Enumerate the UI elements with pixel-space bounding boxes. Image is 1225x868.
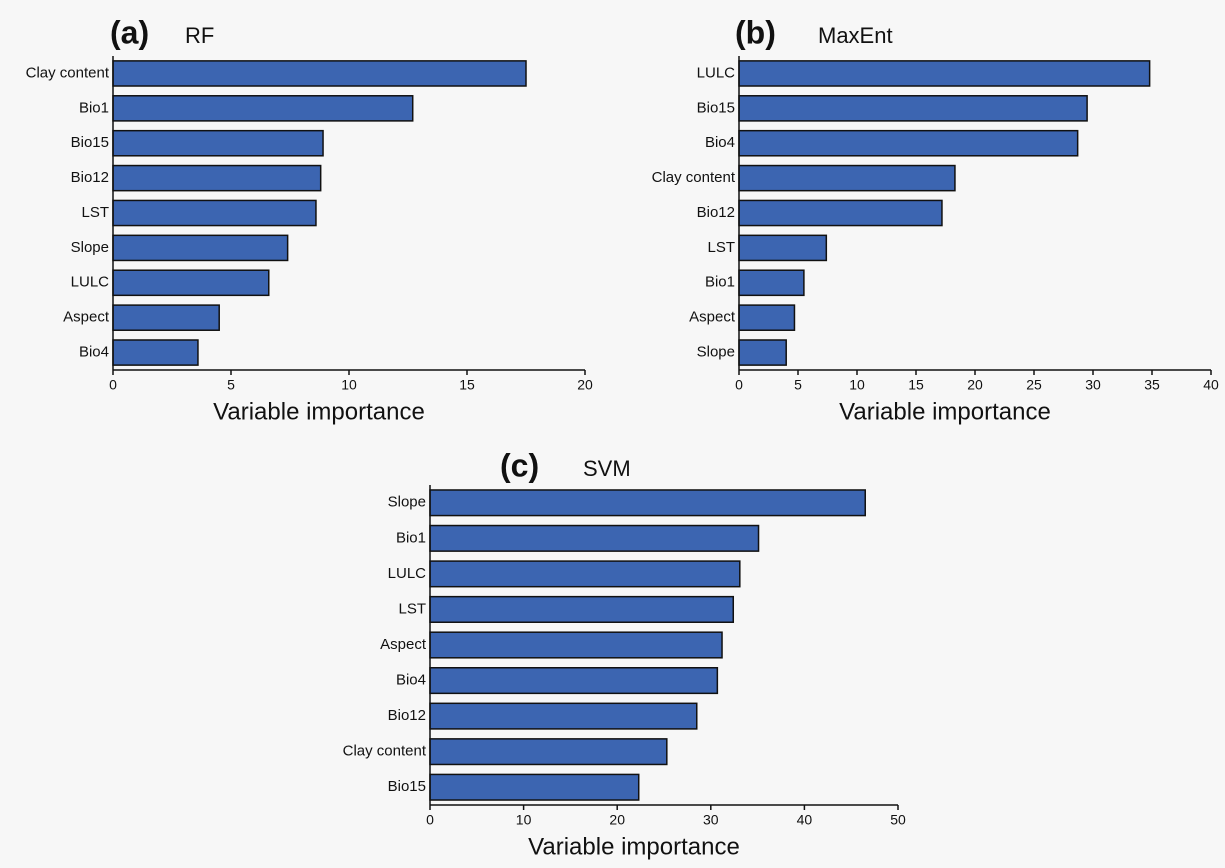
y-tick-label: Slope xyxy=(388,494,426,511)
x-axis-label: Variable importance xyxy=(213,398,425,425)
bar xyxy=(738,339,787,366)
bar xyxy=(738,60,1151,87)
x-tick-label: 15 xyxy=(908,377,924,393)
panel-label: (c) xyxy=(500,447,539,483)
panel-label: (b) xyxy=(735,14,776,50)
x-tick-label: 40 xyxy=(1203,377,1219,393)
bar xyxy=(738,234,828,262)
bar xyxy=(738,304,796,331)
y-tick-label: Slope xyxy=(697,344,735,361)
y-tick-label: LST xyxy=(398,600,426,617)
bar xyxy=(112,129,324,157)
x-tick-label: 15 xyxy=(459,377,475,393)
x-tick-label: 0 xyxy=(109,377,117,393)
bar xyxy=(429,524,760,552)
bar xyxy=(738,129,1079,157)
bar xyxy=(429,595,735,623)
chart-title: SVM xyxy=(583,456,631,481)
y-tick-label: Bio1 xyxy=(705,274,735,291)
bar xyxy=(738,199,943,227)
y-tick-label: Bio12 xyxy=(697,204,735,221)
bar xyxy=(429,702,698,730)
x-tick-label: 50 xyxy=(890,812,906,828)
bar xyxy=(429,738,668,766)
bar xyxy=(429,773,640,801)
y-tick-label: Bio12 xyxy=(71,169,109,186)
x-tick-label: 30 xyxy=(703,812,719,828)
x-tick-label: 0 xyxy=(426,812,434,828)
x-tick-label: 10 xyxy=(341,377,357,393)
y-tick-label: Clay content xyxy=(652,169,736,186)
x-tick-label: 0 xyxy=(735,377,743,393)
y-tick-label: LULC xyxy=(697,64,736,81)
bar xyxy=(112,234,289,262)
x-tick-label: 35 xyxy=(1144,377,1160,393)
bar xyxy=(429,560,741,588)
y-tick-label: LULC xyxy=(388,565,427,582)
x-tick-label: 20 xyxy=(967,377,983,393)
x-axis-label: Variable importance xyxy=(839,398,1051,425)
y-tick-label: LULC xyxy=(71,274,110,291)
y-tick-label: Aspect xyxy=(689,309,736,326)
y-tick-label: Bio1 xyxy=(79,99,109,116)
x-tick-label: 10 xyxy=(516,812,532,828)
y-tick-label: Bio4 xyxy=(705,134,735,151)
y-tick-label: Slope xyxy=(71,239,109,256)
panel-label: (a) xyxy=(110,14,149,50)
bar xyxy=(429,489,866,517)
y-tick-label: LST xyxy=(81,204,109,221)
y-tick-label: Bio15 xyxy=(697,99,735,116)
x-tick-label: 5 xyxy=(794,377,802,393)
x-tick-label: 20 xyxy=(577,377,593,393)
chart-title: RF xyxy=(185,23,214,48)
bar xyxy=(429,667,719,695)
bar xyxy=(738,269,805,297)
x-tick-label: 20 xyxy=(609,812,625,828)
bar xyxy=(112,95,414,122)
y-tick-label: LST xyxy=(707,239,735,256)
y-tick-label: Clay content xyxy=(343,743,427,760)
y-tick-label: Clay content xyxy=(26,64,110,81)
y-tick-label: Aspect xyxy=(63,309,110,326)
x-tick-label: 25 xyxy=(1026,377,1042,393)
bar xyxy=(112,269,270,297)
y-tick-label: Bio15 xyxy=(388,778,426,795)
x-tick-label: 5 xyxy=(227,377,235,393)
bar xyxy=(112,164,322,192)
bar xyxy=(112,60,527,87)
y-tick-label: Aspect xyxy=(380,636,427,653)
bar xyxy=(112,304,220,331)
x-tick-label: 30 xyxy=(1085,377,1101,393)
y-tick-label: Bio1 xyxy=(396,529,426,546)
y-tick-label: Bio4 xyxy=(79,344,109,361)
x-tick-label: 10 xyxy=(849,377,865,393)
y-tick-label: Bio4 xyxy=(396,672,426,689)
bar xyxy=(738,95,1088,122)
x-axis-label: Variable importance xyxy=(528,833,740,860)
bar xyxy=(112,339,199,366)
bar xyxy=(738,164,956,192)
chart-title: MaxEnt xyxy=(818,23,893,48)
y-tick-label: Bio12 xyxy=(388,707,426,724)
bar xyxy=(112,199,317,227)
x-tick-label: 40 xyxy=(797,812,813,828)
y-tick-label: Bio15 xyxy=(71,134,109,151)
bar xyxy=(429,631,723,659)
